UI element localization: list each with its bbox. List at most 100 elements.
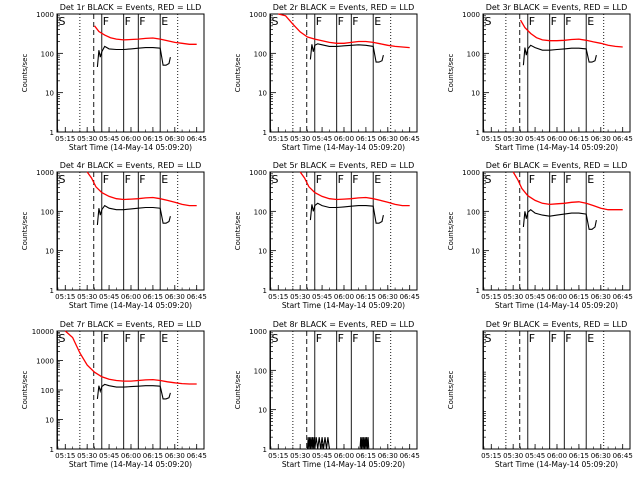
plot-title: Det 4r BLACK = Events, RED = LLD xyxy=(60,161,202,170)
event-marker-label: S xyxy=(484,173,491,186)
x-tick-label: 06:00 xyxy=(334,293,354,301)
x-axis-label: Start Time (14-May-14 05:09:20) xyxy=(69,460,192,469)
y-axis-label: Counts/sec xyxy=(447,371,455,410)
event-marker-label: S xyxy=(271,332,278,345)
y-tick-label: 1 xyxy=(263,129,267,137)
event-marker-label: E xyxy=(161,332,168,345)
events-series-line xyxy=(309,202,384,224)
x-axis-label: Start Time (14-May-14 05:09:20) xyxy=(495,460,618,469)
plot-frame xyxy=(482,171,631,291)
x-tick-label: 06:00 xyxy=(121,293,141,301)
event-marker-label: F xyxy=(139,332,145,345)
y-tick-label: 10000 xyxy=(32,328,54,336)
event-marker-label: F xyxy=(103,15,109,28)
y-tick-label: 10 xyxy=(258,407,267,415)
x-tick-label: 06:30 xyxy=(378,452,398,460)
x-axis-label: Start Time (14-May-14 05:09:20) xyxy=(282,460,405,469)
plot-title: Det 3r BLACK = Events, RED = LLD xyxy=(486,3,628,12)
x-tick-label: 06:00 xyxy=(334,135,354,143)
event-marker-label: F xyxy=(338,332,344,345)
y-tick-label: 100 xyxy=(254,50,267,58)
x-tick-label: 05:15 xyxy=(481,135,501,143)
y-axis-label: Counts/sec xyxy=(447,54,455,93)
event-marker-label: F xyxy=(338,15,344,28)
plot-frame xyxy=(56,330,205,450)
x-tick-label: 06:45 xyxy=(187,135,207,143)
x-tick-label: 05:30 xyxy=(503,293,523,301)
x-tick-label: 05:30 xyxy=(77,135,97,143)
event-marker-label: F xyxy=(125,332,131,345)
event-marker-label: E xyxy=(587,15,594,28)
event-marker-label: E xyxy=(374,173,381,186)
events-series-line xyxy=(522,208,597,230)
y-tick-label: 100 xyxy=(41,50,54,58)
x-tick-label: 05:30 xyxy=(290,293,310,301)
x-tick-label: 05:45 xyxy=(525,293,545,301)
x-tick-label: 06:15 xyxy=(143,293,163,301)
y-tick-label: 10 xyxy=(45,248,54,256)
x-tick-label: 06:00 xyxy=(547,293,567,301)
x-tick-label: 06:30 xyxy=(378,135,398,143)
events-series-line xyxy=(96,204,171,226)
x-tick-label: 05:30 xyxy=(503,135,523,143)
events-series-line xyxy=(96,45,171,68)
event-marker-label: F xyxy=(551,173,557,186)
y-tick-label: 10 xyxy=(45,417,54,425)
event-marker-label: F xyxy=(529,15,535,28)
y-tick-label: 10 xyxy=(471,248,480,256)
lld-series-line xyxy=(93,25,197,45)
x-tick-label: 05:15 xyxy=(268,452,288,460)
detector-panel: Det 6r BLACK = Events, RED = LLD 1 10 100 10… xyxy=(447,161,633,310)
y-tick-label: 1 xyxy=(50,129,54,137)
x-tick-label: 06:00 xyxy=(547,135,567,143)
plot-title: Det 2r BLACK = Events, RED = LLD xyxy=(273,3,415,12)
y-tick-label: 1 xyxy=(50,287,54,295)
y-tick-label: 1 xyxy=(263,446,267,454)
events-series-line xyxy=(306,437,370,450)
x-tick-label: 06:30 xyxy=(591,293,611,301)
event-marker-label: F xyxy=(338,173,344,186)
x-tick-label: 06:15 xyxy=(356,452,376,460)
plot-frame xyxy=(269,171,418,291)
x-tick-label: 05:45 xyxy=(312,452,332,460)
events-series-line xyxy=(96,383,171,400)
lld-series-line xyxy=(299,171,410,207)
x-tick-label: 06:45 xyxy=(613,293,633,301)
event-marker-label: S xyxy=(484,15,491,28)
event-marker-label: F xyxy=(551,332,557,345)
y-axis-label: Counts/sec xyxy=(447,212,455,251)
x-tick-label: 06:15 xyxy=(569,452,589,460)
y-axis-label: Counts/sec xyxy=(234,54,242,93)
x-axis-label: Start Time (14-May-14 05:09:20) xyxy=(495,301,618,310)
y-tick-label: 10 xyxy=(258,90,267,98)
y-axis-label: Counts/sec xyxy=(234,212,242,251)
y-axis-label: Counts/sec xyxy=(21,371,29,410)
x-tick-label: 06:15 xyxy=(569,293,589,301)
x-tick-label: 05:15 xyxy=(55,452,75,460)
y-tick-label: 1000 xyxy=(36,358,54,366)
event-marker-label: F xyxy=(139,15,145,28)
x-tick-label: 05:45 xyxy=(99,293,119,301)
event-marker-label: F xyxy=(125,15,131,28)
y-tick-label: 10 xyxy=(471,90,480,98)
plot-frame xyxy=(269,13,418,133)
y-axis-label: Counts/sec xyxy=(21,212,29,251)
lld-series-line xyxy=(278,13,410,49)
y-tick-label: 1000 xyxy=(249,328,267,336)
lld-series-line xyxy=(512,171,623,211)
plot-title: Det 8r BLACK = Events, RED = LLD xyxy=(273,320,415,329)
x-tick-label: 06:45 xyxy=(613,452,633,460)
event-marker-label: S xyxy=(58,332,65,345)
x-tick-label: 05:15 xyxy=(268,135,288,143)
event-marker-label: E xyxy=(374,332,381,345)
plot-frame xyxy=(482,13,631,133)
plot-title: Det 7r BLACK = Events, RED = LLD xyxy=(60,320,202,329)
event-marker-label: F xyxy=(529,332,535,345)
event-marker-label: S xyxy=(58,15,65,28)
detector-panel: Det 1r BLACK = Events, RED = LLD 1 10 100 10… xyxy=(21,3,207,152)
x-tick-label: 06:15 xyxy=(143,135,163,143)
lld-series-line xyxy=(86,171,197,207)
y-tick-label: 100 xyxy=(467,50,480,58)
x-tick-label: 05:45 xyxy=(312,293,332,301)
